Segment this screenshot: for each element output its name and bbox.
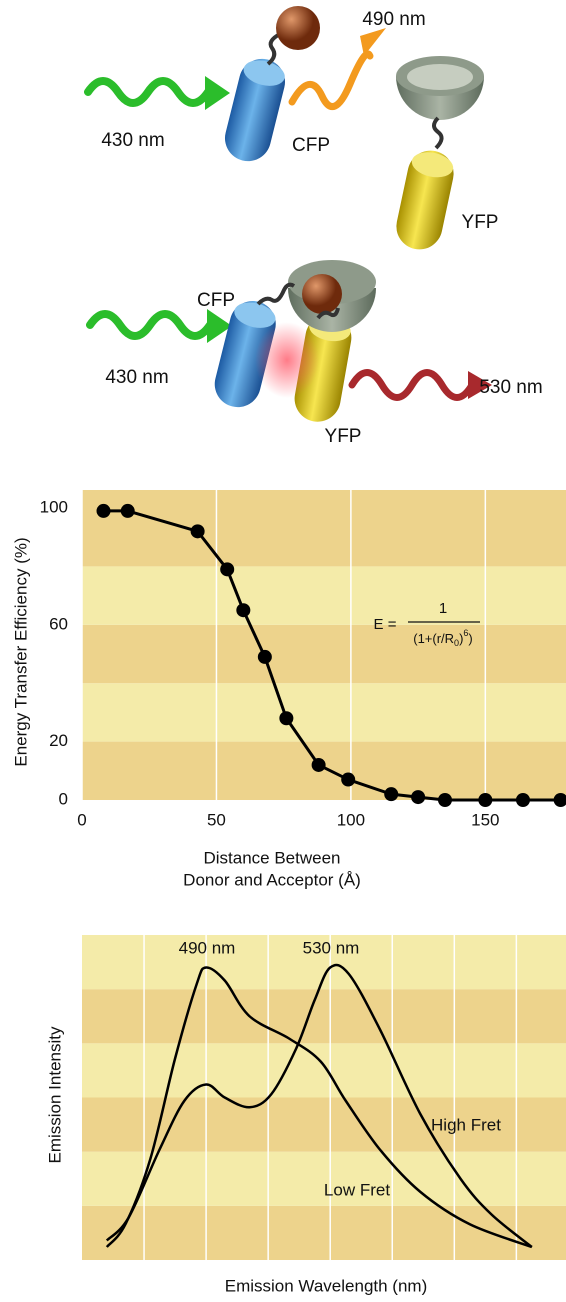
arrowhead	[360, 28, 386, 56]
diagram-top: 430 nm 490 nm CFP YFP	[84, 6, 499, 250]
data-point	[478, 793, 493, 807]
band	[82, 741, 566, 800]
x-tick-label: 50	[207, 810, 226, 829]
formula-denominator: (1+(r/R0)6)	[413, 628, 473, 648]
data-point	[220, 562, 235, 577]
series-label: Low Fret	[324, 1180, 390, 1199]
label: 430 nm	[105, 367, 168, 388]
band	[82, 989, 566, 1044]
data-point	[120, 503, 135, 518]
diagram-bottom: CFP 430 nm 530 nm YFP	[86, 260, 543, 447]
data-point	[553, 793, 566, 807]
band	[82, 490, 566, 567]
label: 530 nm	[479, 377, 542, 398]
series-label: High Fret	[431, 1115, 501, 1134]
emission-chart: Emission Intensity Emission Wavelength (n…	[45, 935, 566, 1295]
annotation: 490 nm	[179, 938, 236, 957]
arrowhead	[468, 371, 492, 399]
barrel-top	[411, 152, 454, 178]
x-tick-label: 0	[77, 810, 86, 829]
band	[82, 624, 566, 684]
data-point	[384, 787, 399, 802]
data-point	[236, 603, 251, 618]
band	[82, 1151, 566, 1206]
data-point	[257, 649, 272, 664]
data-point	[438, 793, 452, 807]
fluorophore	[276, 6, 320, 50]
x-axis-label: Donor and Acceptor (Å)	[183, 870, 361, 889]
label: 490 nm	[362, 9, 425, 30]
formula-part: 6	[463, 628, 468, 638]
transfer-glow	[255, 322, 319, 398]
linker	[256, 282, 296, 306]
band	[82, 566, 566, 625]
y-axis-label: Energy Transfer Efficiency (%)	[11, 537, 30, 766]
barrel-top	[243, 60, 285, 86]
formula-part: )	[459, 631, 463, 646]
label: CFP	[197, 290, 235, 311]
emission-wave	[288, 50, 374, 110]
formula-part: )	[468, 631, 472, 646]
data-point	[341, 772, 356, 787]
linker	[316, 307, 340, 320]
excitation-wave	[86, 310, 214, 340]
formula-numerator: 1	[439, 600, 447, 617]
y-tick-label: 100	[40, 497, 68, 516]
linker	[432, 116, 444, 150]
cfp-barrel	[224, 58, 286, 162]
data-point	[96, 503, 111, 518]
data-point	[515, 793, 530, 807]
yfp-barrel	[396, 150, 454, 250]
barrel-top	[234, 302, 276, 328]
data-point	[411, 790, 426, 805]
x-tick-label: 150	[471, 810, 499, 829]
bowl-inner	[407, 64, 473, 90]
band	[82, 935, 566, 990]
y-tick-label: 60	[49, 614, 68, 633]
band	[82, 683, 566, 742]
data-point	[190, 524, 205, 539]
formula-part: (1+(r/R	[413, 631, 454, 646]
formula-lhs: E =	[374, 616, 397, 633]
emission-wave	[348, 369, 476, 401]
label: CFP	[292, 135, 330, 156]
label: YFP	[462, 212, 499, 233]
x-tick-label: 100	[337, 810, 365, 829]
data-line	[105, 966, 533, 1249]
y-axis-label: Emission Intensity	[45, 1026, 64, 1163]
y-tick-label: 0	[59, 789, 68, 808]
fluorophore	[302, 274, 342, 314]
data-point	[279, 711, 294, 726]
formula-part: 0	[454, 638, 459, 648]
x-axis-label: Distance Between	[203, 848, 340, 867]
data-point	[311, 757, 326, 772]
band	[82, 1043, 566, 1098]
band	[82, 1205, 566, 1260]
arrowhead	[205, 76, 230, 110]
linker	[266, 32, 281, 66]
arrowhead	[207, 309, 232, 343]
x-axis-label: Emission Wavelength (nm)	[225, 1276, 428, 1295]
label: 430 nm	[101, 130, 164, 151]
label: YFP	[325, 426, 362, 447]
annotation: 530 nm	[303, 938, 360, 957]
y-tick-label: 20	[49, 731, 68, 750]
data-line	[105, 963, 533, 1248]
excitation-wave	[84, 77, 212, 107]
